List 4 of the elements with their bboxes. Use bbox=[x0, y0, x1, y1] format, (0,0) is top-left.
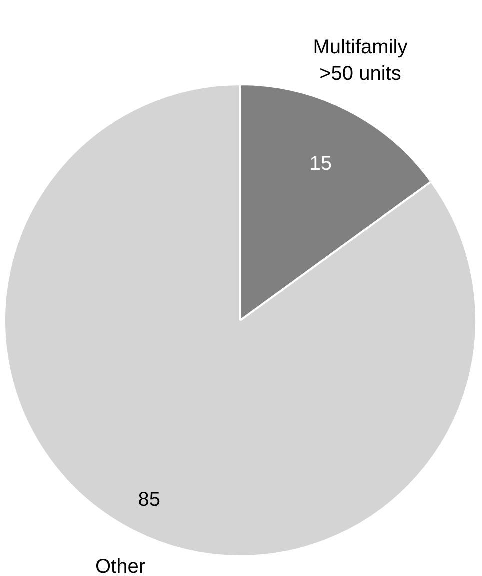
data-label: 85 bbox=[138, 489, 161, 512]
data-label: 15 bbox=[310, 152, 332, 175]
slice-label: Other bbox=[95, 556, 146, 576]
slice-label: Multifamily >50 units bbox=[313, 36, 408, 85]
